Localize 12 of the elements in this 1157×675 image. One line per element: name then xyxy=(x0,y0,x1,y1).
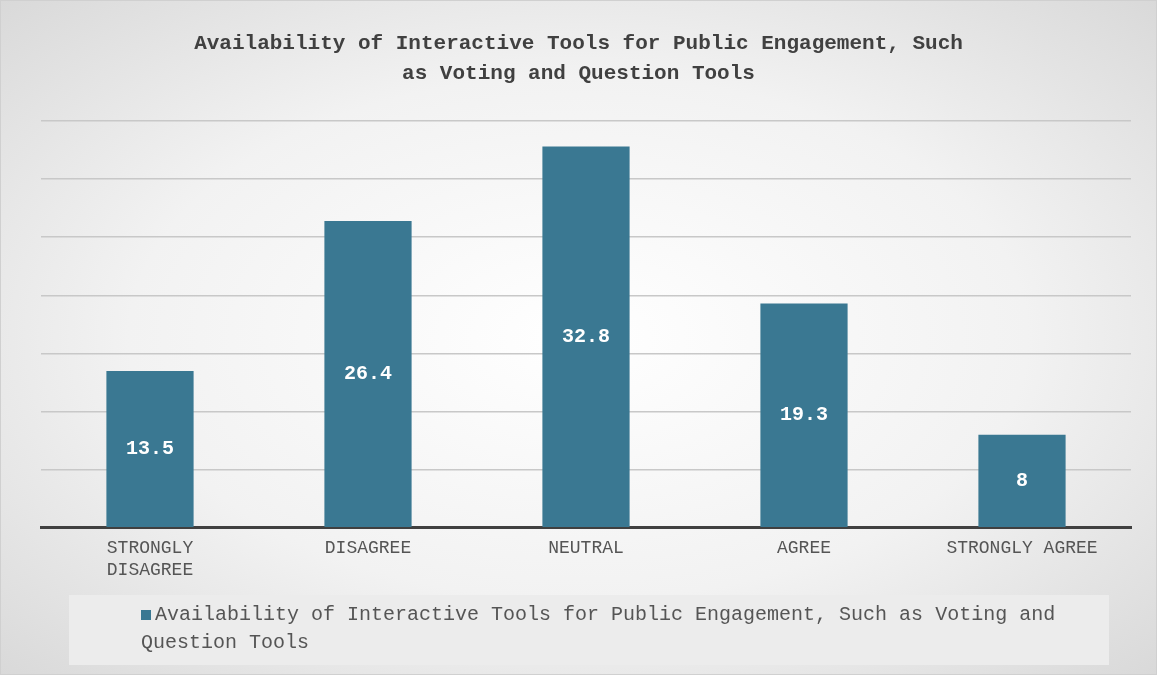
legend-label: Availability of Interactive Tools for Public Engagement, Such as Voting and Question Tools xyxy=(69,595,1109,665)
data-label: 32.8 xyxy=(561,324,611,348)
chart-title: Availability of Interactive Tools for Public Engagement, Such as Voting and Question Tools xyxy=(193,31,964,87)
x-tick-label: STRONGLY DISAGREE xyxy=(106,538,194,580)
data-label: 13.5 xyxy=(125,437,175,460)
data-label: 19.3 xyxy=(779,403,829,427)
x-tick-label: DISAGREE xyxy=(324,538,412,559)
x-tick-label: STRONGLY AGREE xyxy=(946,538,1098,559)
x-tick-label: NEUTRAL xyxy=(548,538,624,559)
data-label: 26.4 xyxy=(343,362,393,386)
x-tick-label: AGREE xyxy=(776,538,832,559)
data-label: 8 xyxy=(1015,468,1029,492)
